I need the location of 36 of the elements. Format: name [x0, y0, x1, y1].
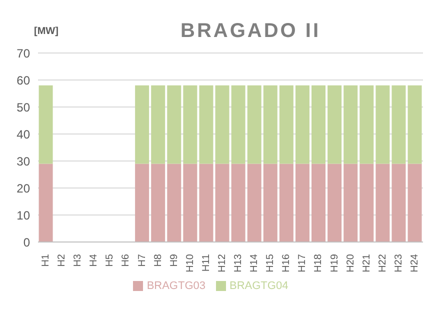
- legend-label: BRAGTG03: [146, 280, 206, 292]
- x-tick-label: H18: [313, 254, 324, 272]
- y-tick-label: 60: [16, 73, 30, 88]
- x-tick-label: H6: [120, 254, 132, 267]
- x-tick-label: H8: [152, 254, 164, 267]
- x-tick-label: H16: [281, 254, 292, 272]
- x-tick-label: H20: [345, 254, 356, 272]
- x-tick-label: H7: [136, 254, 148, 267]
- y-tick-label: 30: [16, 154, 30, 168]
- x-tick-label: H5: [104, 254, 116, 267]
- x-tick-label: H19: [329, 254, 340, 272]
- x-tick-label: H24: [409, 254, 420, 272]
- x-tick-label: H11: [200, 254, 212, 272]
- y-tick-label: 20: [16, 181, 30, 196]
- y-tick-label: 10: [16, 208, 30, 222]
- x-tick-label: H15: [265, 254, 276, 272]
- x-tick-label: H22: [377, 254, 388, 272]
- x-tick-label: H1: [40, 254, 52, 267]
- x-tick-label: H3: [72, 254, 84, 267]
- x-tick-label: H23: [393, 254, 404, 272]
- chart-title: BRAGADO II: [180, 20, 320, 42]
- y-tick-label: 50: [16, 100, 30, 114]
- x-tick-label: H17: [297, 254, 308, 272]
- x-tick-label: H2: [56, 254, 68, 267]
- y-tick-label: 40: [16, 127, 30, 142]
- x-tick-label: H9: [168, 254, 180, 267]
- x-tick-label: H13: [233, 254, 244, 272]
- y-axis-title: [MW]: [34, 26, 58, 37]
- x-tick-label: H21: [361, 254, 372, 272]
- y-tick-label: 70: [16, 46, 30, 60]
- y-tick-label: 0: [23, 235, 30, 250]
- x-tick-label: H4: [88, 254, 100, 267]
- legend-label: BRAGTG04: [230, 280, 288, 292]
- x-tick-label: H10: [184, 254, 196, 272]
- x-tick-label: H14: [249, 254, 260, 272]
- x-tick-label: H12: [216, 254, 228, 272]
